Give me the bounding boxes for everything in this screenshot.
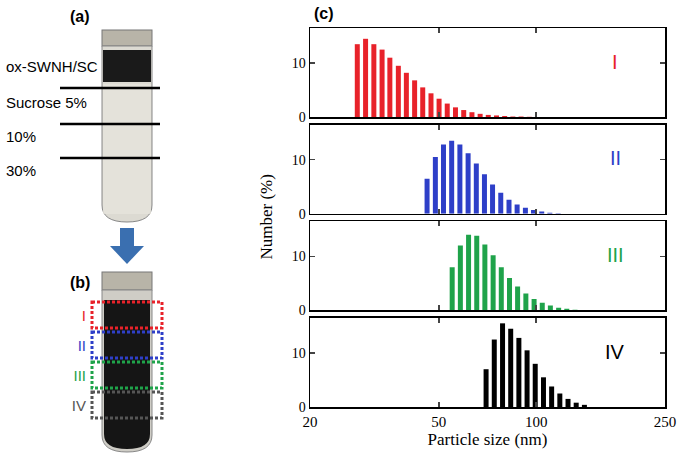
svg-text:(a): (a) <box>70 8 90 25</box>
svg-text:IV: IV <box>72 397 86 414</box>
svg-text:0: 0 <box>299 110 306 125</box>
svg-text:Particle size (nm): Particle size (nm) <box>428 430 548 449</box>
svg-text:0: 0 <box>299 207 306 222</box>
svg-text:II: II <box>78 337 86 354</box>
svg-text:(b): (b) <box>70 274 90 291</box>
svg-text:I: I <box>612 51 618 73</box>
svg-text:ox-SWNH/SC: ox-SWNH/SC <box>6 58 98 75</box>
svg-text:20: 20 <box>303 414 318 430</box>
svg-text:(c): (c) <box>314 5 334 22</box>
svg-text:10: 10 <box>292 153 306 168</box>
svg-text:0: 0 <box>299 400 306 415</box>
svg-text:III: III <box>607 244 624 266</box>
svg-text:II: II <box>610 147 621 169</box>
svg-text:10: 10 <box>292 249 306 264</box>
svg-text:Sucrose 5%: Sucrose 5% <box>6 94 87 111</box>
svg-text:I: I <box>82 307 86 324</box>
svg-text:30%: 30% <box>6 162 36 179</box>
svg-text:IV: IV <box>605 341 625 363</box>
svg-text:250: 250 <box>654 414 677 430</box>
svg-text:10%: 10% <box>6 128 36 145</box>
svg-text:III: III <box>73 367 86 384</box>
svg-text:100: 100 <box>525 414 548 430</box>
svg-text:50: 50 <box>431 414 446 430</box>
svg-text:10: 10 <box>292 346 306 361</box>
svg-text:10: 10 <box>292 56 306 71</box>
svg-text:Number (%): Number (%) <box>257 174 276 259</box>
svg-text:0: 0 <box>299 303 306 318</box>
